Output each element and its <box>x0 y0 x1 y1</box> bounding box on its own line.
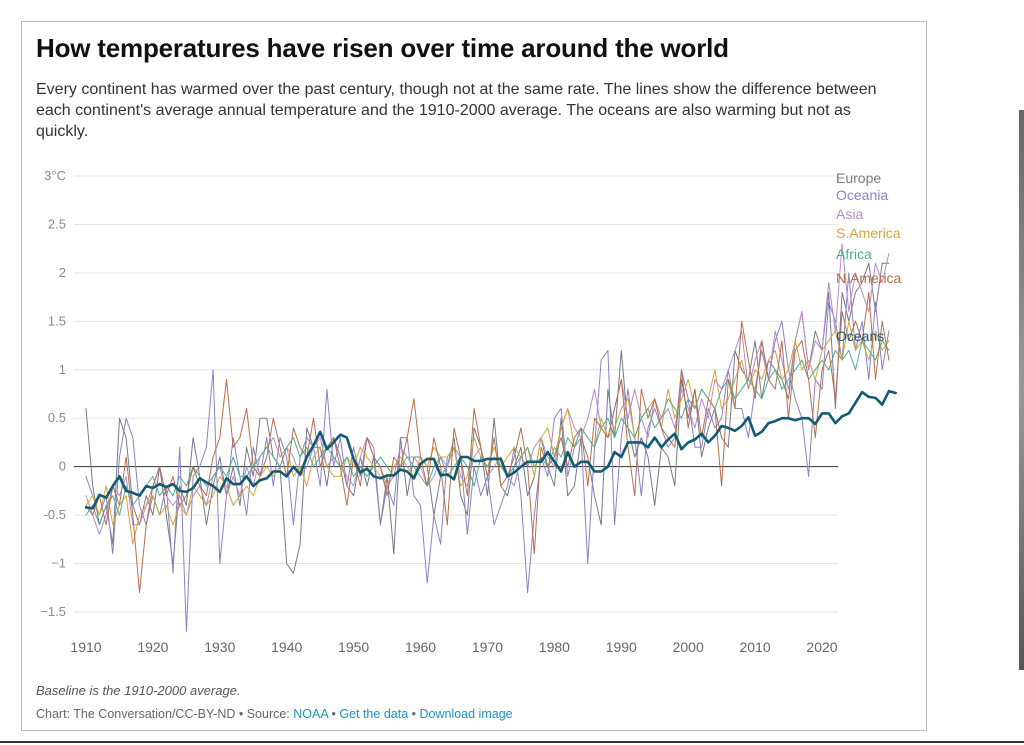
x-axis-ticks: 1910 1920 1930 1940 1950 1960 1970 1980 1990 2000… <box>70 639 837 655</box>
x-tick-label: 2000 <box>673 639 704 655</box>
y-tick-label: -0.5 <box>44 507 66 522</box>
y-tick-label: 0 <box>59 459 66 474</box>
series-line-africa <box>85 340 890 526</box>
x-tick-label: 1940 <box>271 639 302 655</box>
legend-label-africa: Africa <box>836 246 872 262</box>
y-tick-label: 2.5 <box>48 216 66 231</box>
legend-label-oceans: Oceans <box>836 328 884 344</box>
y-axis-ticks: 3°C 2.5 2 1.5 1 0.5 0 -0.5 −1 −1.5 <box>40 168 66 619</box>
legend-label-oceania: Oceania <box>836 187 888 203</box>
grid-layer <box>74 175 838 613</box>
edge-strip <box>1019 110 1024 670</box>
series-layer <box>84 243 897 632</box>
legend-label-asia: Asia <box>836 206 863 222</box>
y-tick-label: −1 <box>51 556 66 571</box>
source-line: Chart: The Conversation/CC-BY-ND • Sourc… <box>36 707 513 721</box>
y-tick-label: 1 <box>59 362 66 377</box>
x-tick-label: 1980 <box>539 639 570 655</box>
series-line-europe <box>85 262 890 574</box>
y-tick-label: 0.5 <box>48 410 66 425</box>
y-tick-label: 1.5 <box>48 313 66 328</box>
legend-label-europe: Europe <box>836 170 881 186</box>
credit-text: Chart: The Conversation/CC-BY-ND • Sourc… <box>36 707 294 721</box>
x-tick-label: 2010 <box>740 639 771 655</box>
series-line-oceania <box>85 272 890 632</box>
separator: • <box>408 707 420 721</box>
x-tick-label: 1930 <box>204 639 235 655</box>
x-tick-label: 1970 <box>472 639 503 655</box>
x-tick-label: 1960 <box>405 639 436 655</box>
source-link-noaa[interactable]: NOAA <box>293 707 329 721</box>
series-line-namerica <box>85 291 890 594</box>
series-line-oceans <box>84 389 897 510</box>
legend-label-namerica: N.America <box>836 270 902 286</box>
x-tick-label: 1990 <box>606 639 637 655</box>
legend-label-samerica: S.America <box>836 225 901 241</box>
series-line-samerica <box>85 320 890 545</box>
x-tick-label: 2020 <box>806 639 837 655</box>
chart-card: How temperatures have risen over time ar… <box>21 21 927 731</box>
download-image-link[interactable]: Download image <box>419 707 513 721</box>
chart-subtitle: Every continent has warmed over the past… <box>36 81 877 140</box>
separator: • <box>328 707 340 721</box>
y-tick-label: −1.5 <box>40 604 66 619</box>
x-tick-label: 1920 <box>137 639 168 655</box>
y-tick-label: 2 <box>59 265 66 280</box>
chart-title: How temperatures have risen over time ar… <box>36 33 729 63</box>
x-tick-label: 1950 <box>338 639 369 655</box>
line-chart: 3°C2.521.510.50-0.5−1−1.5 1910 1920 1930 19… <box>40 168 902 655</box>
x-tick-label: 1910 <box>70 639 101 655</box>
y-tick-label: 3°C <box>44 168 66 183</box>
baseline-note: Baseline is the 1910-2000 average. <box>36 683 241 698</box>
page-bottom-rule <box>0 741 1024 743</box>
get-data-link[interactable]: Get the data <box>339 707 409 721</box>
